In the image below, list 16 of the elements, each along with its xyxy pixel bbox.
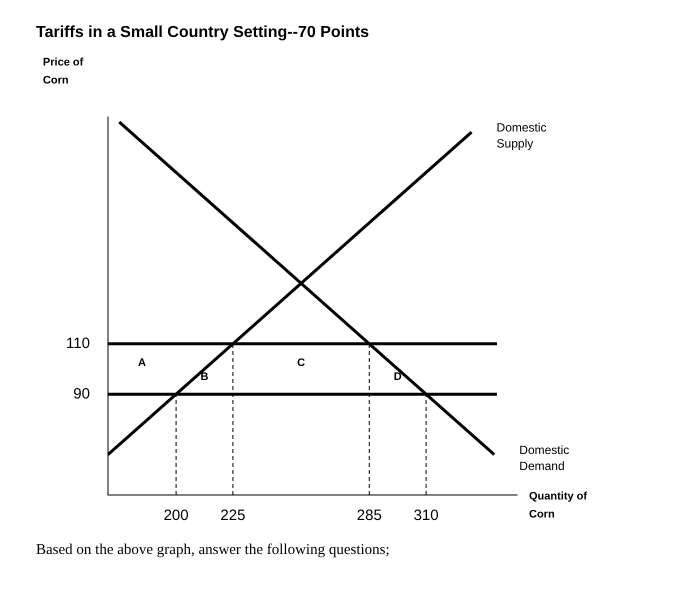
text: Based on the above graph, answer the following questions; xyxy=(35,542,391,559)
text: Domestic Supply xyxy=(496,120,547,150)
text: Domestic Demand xyxy=(519,442,570,473)
y-axis-title: Price of Corn xyxy=(42,56,84,87)
x-tick-label: 200 xyxy=(164,507,189,524)
y-tick-label: 110 xyxy=(66,334,90,352)
annotation: D xyxy=(394,371,402,384)
annotation: A xyxy=(138,357,146,370)
annotation: B xyxy=(200,371,209,384)
y-tick-label: 90 xyxy=(73,385,90,402)
annotation: C xyxy=(297,357,306,370)
x-tick-label: 285 xyxy=(356,507,382,524)
x-tick-label: 225 xyxy=(220,507,246,524)
chart-title: Tariffs in a Small Country Setting--70 Points xyxy=(35,23,370,42)
x-tick-label: 310 xyxy=(414,507,439,524)
x-axis-title: Quantity of Corn xyxy=(529,490,588,521)
